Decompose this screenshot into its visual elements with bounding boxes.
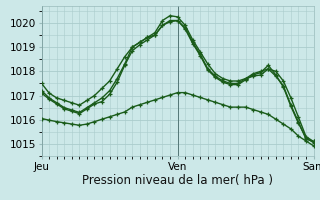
- X-axis label: Pression niveau de la mer( hPa ): Pression niveau de la mer( hPa ): [82, 174, 273, 187]
